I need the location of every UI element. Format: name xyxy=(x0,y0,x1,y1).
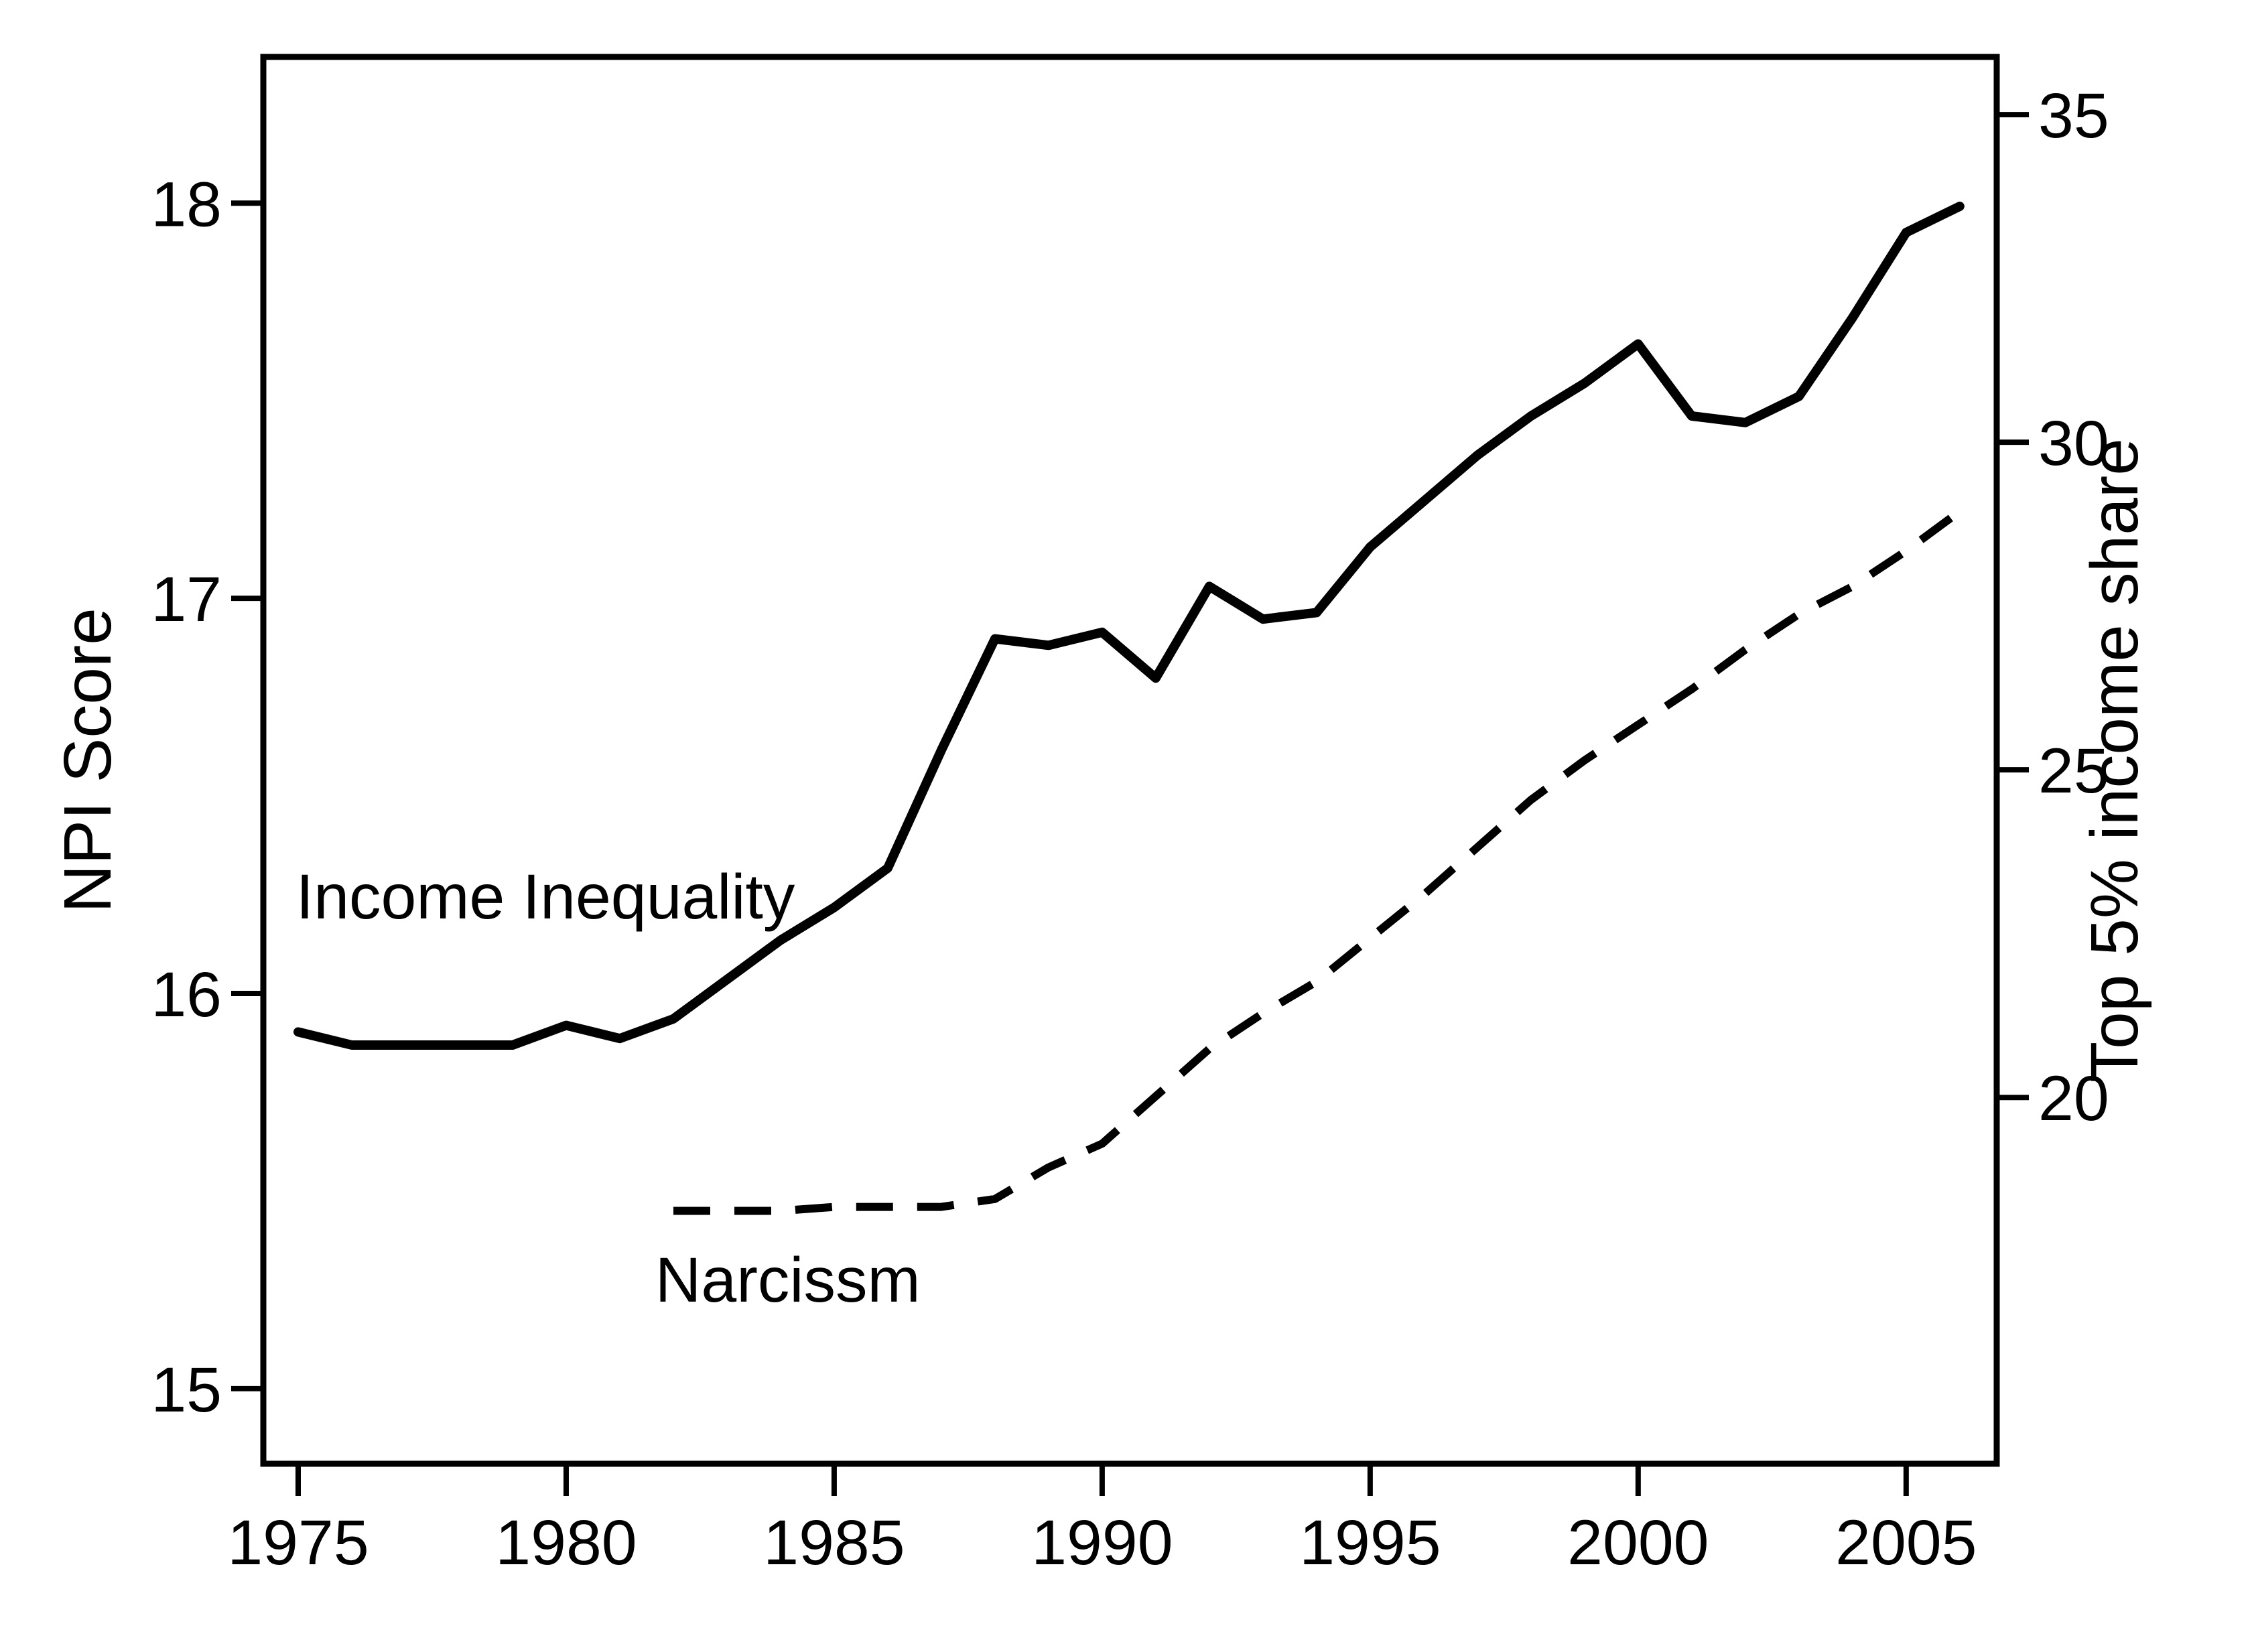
x-tick-label: 1990 xyxy=(1031,1507,1173,1578)
narcissm-label: Narcissm xyxy=(655,1245,921,1316)
income-inequality-label: Income Inequality xyxy=(296,862,795,933)
x-tick-label: 1980 xyxy=(495,1507,637,1578)
left-axis-title: NPI Score xyxy=(50,608,125,913)
right-axis-title: Top 5% income share xyxy=(2077,438,2152,1083)
x-axis-ticks: 1975 1980 1985 1990 1995 2000 2005 xyxy=(227,1464,1977,1578)
x-tick-label: 1995 xyxy=(1299,1507,1441,1578)
left-tick-label: 17 xyxy=(151,564,222,635)
left-axis-ticks: 15 16 17 18 xyxy=(151,169,263,1426)
right-tick-label: 35 xyxy=(2038,80,2109,151)
right-tick-label: 25 xyxy=(2038,736,2109,807)
x-tick-label: 1975 xyxy=(227,1507,369,1578)
x-tick-label: 2005 xyxy=(1835,1507,1977,1578)
x-tick-label: 1985 xyxy=(763,1507,905,1578)
left-tick-label: 16 xyxy=(151,959,222,1030)
right-tick-label: 30 xyxy=(2038,408,2109,479)
right-tick-label: 20 xyxy=(2038,1063,2109,1134)
left-tick-label: 15 xyxy=(151,1355,222,1426)
narcissm-line xyxy=(673,508,1963,1215)
plot-border xyxy=(260,54,2000,1467)
x-tick-label: 2000 xyxy=(1567,1507,1709,1578)
income-inequality-line xyxy=(293,202,1965,1050)
right-axis-ticks: 20 25 30 35 xyxy=(1997,80,2109,1134)
left-tick-label: 18 xyxy=(151,169,222,240)
